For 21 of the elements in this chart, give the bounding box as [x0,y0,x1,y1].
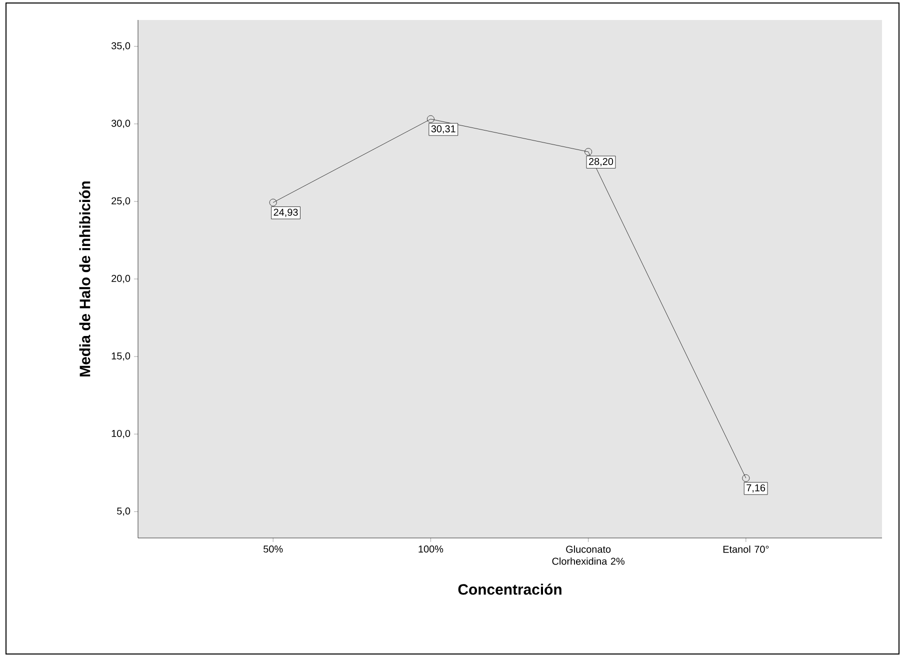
x-tick-label: 50% [264,546,283,553]
x-tick-label: 100% [418,546,444,553]
x-axis-title: Concentración [458,584,562,595]
data-label: 30,31 [431,125,456,134]
point [742,474,750,482]
y-tick-label: 10,0 [112,430,130,438]
y-tick-label: 5,0 [117,508,130,516]
y-tick-label: 35,0 [111,42,130,50]
y-tick-label: 25,0 [112,197,130,206]
x-tick-label: Gluconato Clorhexidina 2% [552,546,624,565]
data-label: 28,20 [589,158,614,166]
x-tick-label: Etanol 70° [723,546,769,553]
data-label: 24,93 [274,208,298,217]
point [584,148,592,156]
y-tick-label: 20,0 [112,274,130,284]
y-tick-label: 15,0 [112,352,130,361]
y-axis-title: Media de Halo de inhibición [79,182,90,376]
point [427,115,434,123]
y-tick-label: 30,0 [111,120,130,128]
data-label: 7,16 [746,484,766,493]
point [269,198,277,206]
